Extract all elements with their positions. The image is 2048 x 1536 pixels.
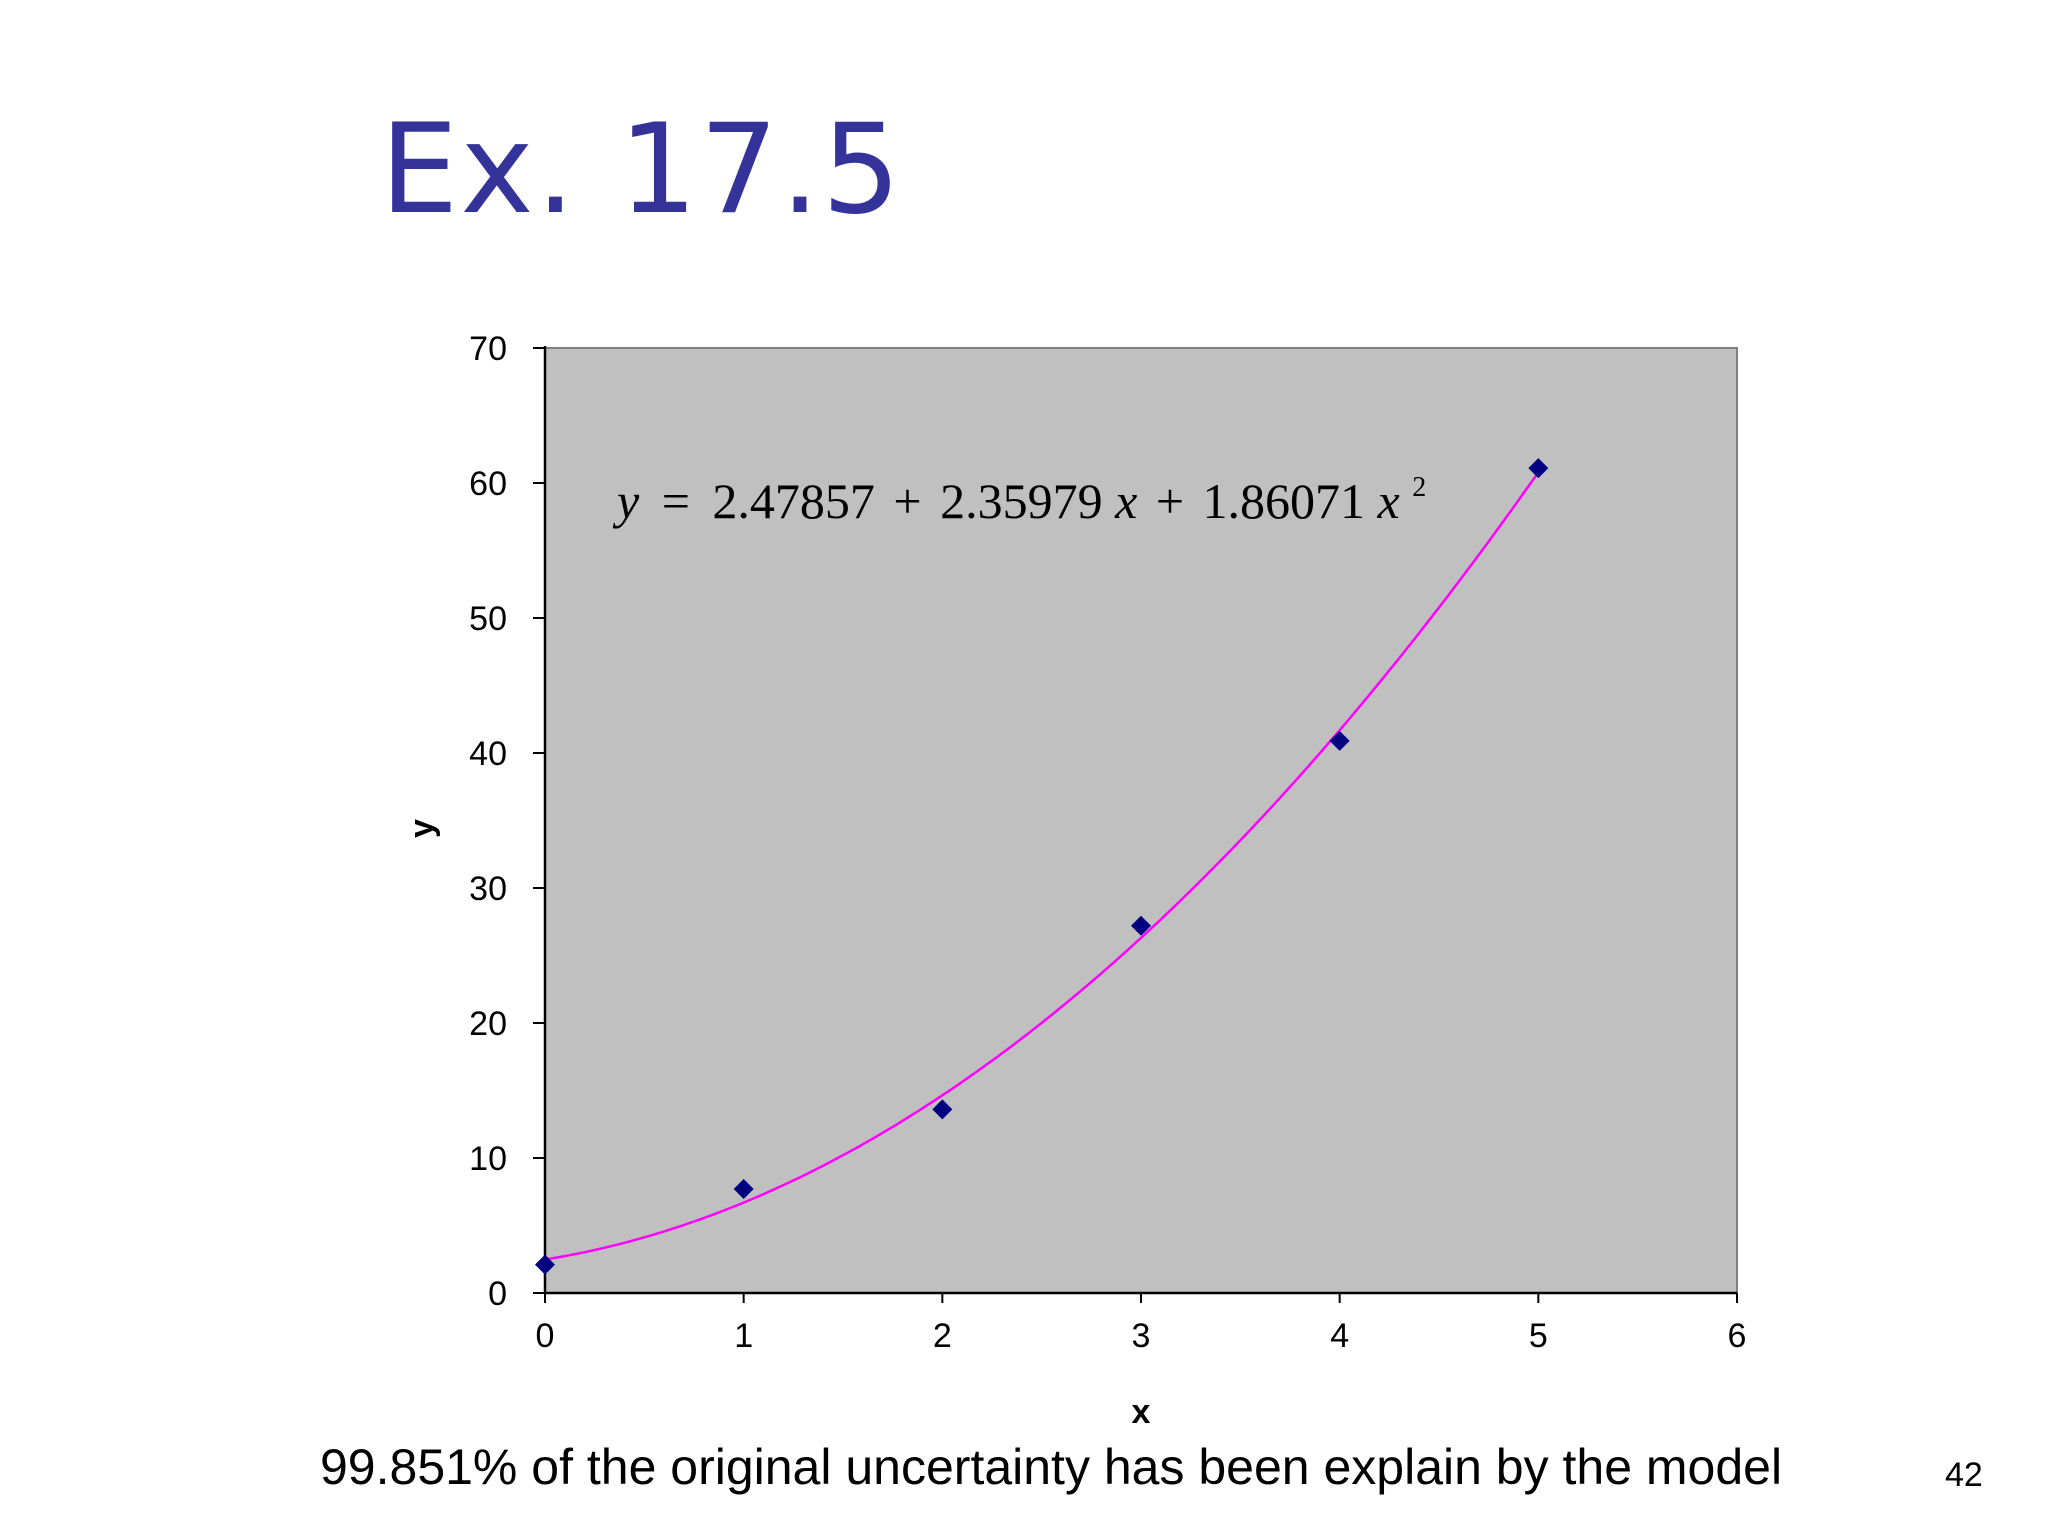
x-tick-label: 5 [1529,1317,1548,1355]
x-axis-label: x [1132,1393,1151,1431]
y-axis-label: y [403,819,441,838]
y-axis-ticks: 0 10 20 30 40 50 60 70 [469,330,545,1313]
data-point [1131,915,1151,936]
trendline-equation: y = 2.47857 + 2.35979 x + 1.86071 x 2 [612,472,1426,529]
y-tick-label: 60 [469,465,507,503]
y-tick-label: 70 [469,330,507,368]
eq-var2: x [1377,473,1400,529]
x-tick-label: 3 [1132,1317,1151,1355]
eq-c0: 2.47857 [712,473,875,529]
data-point [1528,458,1549,479]
data-point [932,1099,953,1120]
y-tick-label: 40 [469,735,507,773]
slide-title: Ex. 17.5 [380,98,903,242]
y-tick-label: 10 [469,1140,507,1178]
eq-c1: 2.35979 [940,473,1103,529]
eq-c2: 1.86071 [1203,473,1366,529]
footer-note: 99.851% of the original uncertainty has … [320,1439,1783,1495]
eq-equals: = [662,473,690,529]
data-point [535,1254,555,1275]
eq-plus1: + [893,473,921,529]
eq-plus2: + [1156,473,1184,529]
page-number: 42 [1945,1456,1983,1494]
x-axis-ticks: 0 1 2 3 4 5 6 [536,1293,1747,1355]
data-point [733,1179,754,1200]
y-tick-label: 0 [488,1275,507,1313]
trendline-layer [544,471,1540,1261]
trendline [544,471,1540,1261]
x-tick-label: 1 [734,1317,753,1355]
plot-area [544,347,1738,1294]
eq-var1: x [1114,473,1137,529]
y-tick-label: 20 [469,1005,507,1043]
eq-exponent: 2 [1412,472,1426,503]
x-tick-label: 6 [1728,1317,1747,1355]
data-points [535,458,1549,1275]
eq-lhs: y [612,473,640,529]
x-tick-label: 0 [536,1317,555,1355]
x-tick-label: 4 [1330,1317,1349,1355]
y-tick-label: 50 [469,600,507,638]
y-tick-label: 30 [469,870,507,908]
x-tick-label: 2 [933,1317,952,1355]
data-point [1329,730,1350,751]
